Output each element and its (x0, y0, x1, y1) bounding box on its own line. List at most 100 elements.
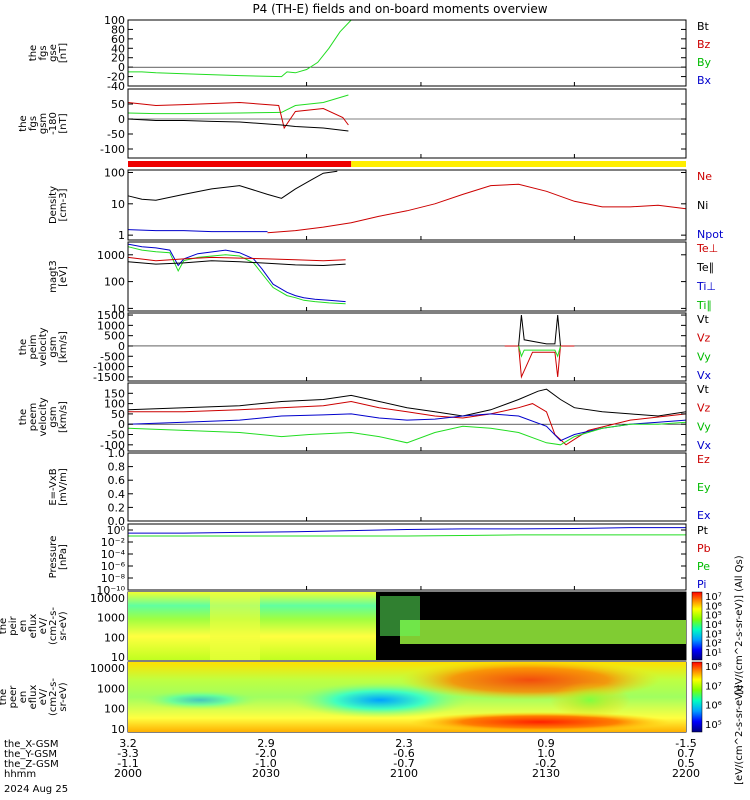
ylabel-line: the (28, 45, 39, 61)
ytick-label: 1000 (97, 682, 125, 695)
time-row-label: the_X-GSM (4, 739, 58, 750)
ytick-label: 1 (118, 229, 125, 242)
series-density-Ni (127, 170, 338, 201)
electron-colorbar-tick: 10⁸ (705, 662, 722, 673)
colorbar-labels: 10⁷10⁶10⁵10⁴10³10²10¹10⁸10⁷10⁶10⁵[eV/(cm… (705, 555, 745, 785)
ytick-label: 100 (104, 14, 125, 27)
frame-density (127, 169, 687, 241)
legend-Ex: Ex (697, 509, 711, 522)
series-peim_velocity-Vy (518, 345, 561, 358)
ylabel-line: [km/s] (58, 401, 69, 433)
ion-colorbar (691, 591, 703, 661)
time-row-value: 0.5 (677, 757, 695, 770)
ytick-label: 10000 (90, 592, 125, 605)
ytick-label: 10⁻¹⁰ (96, 584, 125, 597)
ytick-label: 1000 (97, 612, 125, 625)
ytick-label: 20 (111, 52, 125, 65)
time-row-value: 2.3 (395, 737, 413, 750)
legend-Te⊥: Te⊥ (696, 242, 718, 255)
series-density-Ne (267, 183, 687, 234)
time-row-value: 2100 (390, 767, 418, 780)
ytick-label: 10 (111, 302, 125, 315)
series-peim_velocity-Vt (518, 315, 561, 347)
electron-colorbar (691, 661, 703, 733)
ylabel-line: eflux (28, 614, 39, 639)
ytick-label: 40 (111, 42, 125, 55)
ytick-label: 80 (111, 23, 125, 36)
ylabel-line: sr-eV) (58, 611, 69, 640)
ylabel-line: eV/ (38, 617, 49, 634)
series-peim_velocity-Vz (504, 345, 575, 379)
time-row-label: the_Z-GSM (4, 759, 59, 770)
time-axis-table: the_X-GSM 3.2 2.9 2.3 0.9 -1.5 the_Y-GSM -3.3 -2… (4, 737, 700, 780)
time-row-value: 2130 (532, 767, 560, 780)
legend-Bz: Bz (697, 38, 711, 51)
ylabel-line: the (0, 618, 9, 634)
series-peem_velocity-Vt (127, 388, 687, 417)
ion-spectrogram (128, 592, 686, 660)
ylabel-line: peir (8, 615, 19, 635)
ylabel-line: magt3 (48, 260, 59, 293)
legend-Vz: Vz (697, 332, 711, 345)
time-row-label: the_Y-GSM (4, 749, 57, 760)
series-peem_velocity-Vz (128, 400, 687, 446)
ytick-label: 50 (111, 408, 125, 421)
ion-colorbar-tick: 10⁴ (705, 620, 722, 631)
legend-Vy: Vy (697, 420, 711, 433)
series-fgs_gsm-red (127, 101, 349, 130)
electron-colorbar-tick: 10⁷ (705, 681, 722, 692)
ytick-label: 0 (118, 418, 125, 431)
ion-colorbar-tick: 10⁵ (705, 611, 722, 622)
ytick-label: 10000 (90, 662, 125, 675)
legend-Pb: Pb (697, 542, 711, 555)
ytick-label: 1500 (97, 309, 125, 322)
legend-Pi: Pi (697, 578, 706, 591)
panel-fgs_gsm: -100 -50 0 50 the fgs gsm -180 [nT] (18, 88, 687, 159)
ytick-label: 150 (104, 387, 125, 400)
ylabel-line: the (18, 409, 29, 425)
ylabel-line: [cm-3] (58, 188, 69, 221)
ytick-label: 10 (111, 651, 125, 664)
ytick-label: 0.0 (108, 515, 126, 528)
time-row-value: -1.0 (255, 757, 276, 770)
ytick-label: -500 (100, 350, 125, 363)
ytick-label: 0 (118, 61, 125, 74)
ylabel-line: gsm (48, 336, 59, 357)
ylabel-line: (cm2-s- (48, 678, 59, 716)
ylabel-line: velocity (38, 327, 49, 366)
ylabel-line: eV/ (38, 688, 49, 705)
legend-Vt: Vt (697, 313, 710, 326)
time-row-value: 0.9 (537, 737, 555, 750)
ylabel-line: (cm2-s- (48, 607, 59, 645)
mode-bar-segment (351, 161, 686, 167)
time-row-label: hhmm (4, 769, 36, 780)
ytick-label: -100 (100, 143, 125, 156)
series-temperature-Ti⊥ (127, 243, 346, 303)
legend-By: By (697, 56, 712, 69)
series-temperature-Te⊥ (127, 256, 346, 262)
legend-Vx: Vx (697, 369, 712, 382)
ylabel-line: eflux (28, 685, 39, 710)
legend-Pe: Pe (697, 560, 710, 573)
series-temperature-Ti∥ (127, 246, 346, 305)
ytick-label: 50 (111, 98, 125, 111)
mode-bar-segment (128, 161, 352, 167)
legend-Vy: Vy (697, 350, 711, 363)
legend-Ey: Ey (697, 481, 711, 494)
ylabel-line: -180 (48, 112, 59, 135)
series-peem_velocity-Vy (127, 421, 687, 446)
legend-Ti⊥: Ti⊥ (696, 280, 716, 293)
legend-Bx: Bx (697, 74, 712, 87)
ytick-label: -50 (107, 429, 125, 442)
ylabel-line: Density (48, 186, 59, 224)
ytick-label: 1000 (97, 249, 125, 262)
time-row-value: 3.2 (119, 737, 137, 750)
panel-density: 1 10 100 Density [cm-3] Ne Ni Npot (48, 166, 724, 242)
electron-colorbar-label: [eV/(cm^2-s-sr-eV)] (734, 685, 745, 785)
ytick-label: 500 (104, 330, 125, 343)
ylabel-line: gsm (38, 113, 49, 134)
ytick-label: 100 (104, 703, 125, 716)
ylabel-line: [nT] (58, 113, 69, 133)
